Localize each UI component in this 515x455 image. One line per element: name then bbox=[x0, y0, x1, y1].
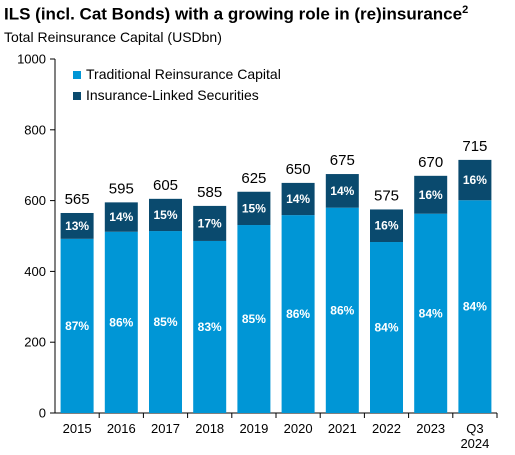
bar-traditional bbox=[414, 213, 448, 413]
bar-ils bbox=[370, 209, 403, 243]
x-tick-label-line: Q3 bbox=[466, 421, 483, 436]
bar-traditional-share-label: 86% bbox=[109, 315, 133, 329]
bar-traditional-share-label: 84% bbox=[463, 300, 487, 314]
x-tick-label-line: 2024 bbox=[460, 436, 489, 451]
bar-ils bbox=[149, 198, 182, 232]
x-tick-label: 2015 bbox=[63, 421, 92, 436]
chart-title-text: ILS (incl. Cat Bonds) with a growing rol… bbox=[4, 4, 463, 24]
bar-ils bbox=[414, 175, 448, 214]
x-tick-label: 2022 bbox=[372, 421, 401, 436]
legend-swatch bbox=[73, 92, 81, 100]
bar-total-label: 595 bbox=[109, 180, 134, 197]
bar-ils-share-label: 15% bbox=[242, 201, 266, 215]
bar-ils-share-label: 14% bbox=[286, 192, 310, 206]
bar-traditional bbox=[60, 238, 94, 413]
bar-ils bbox=[60, 212, 94, 239]
bar-traditional bbox=[104, 231, 138, 413]
bar-ils-share-label: 16% bbox=[374, 219, 398, 233]
bar-total-label: 575 bbox=[374, 187, 399, 204]
bar-ils bbox=[237, 191, 271, 226]
x-tick-label: 2019 bbox=[239, 421, 268, 436]
bar-total-label: 625 bbox=[241, 170, 266, 187]
bar-total-label: 565 bbox=[65, 191, 90, 208]
bar-ils bbox=[325, 174, 359, 208]
bar-total-label: 715 bbox=[462, 138, 487, 155]
bar-traditional-share-label: 84% bbox=[374, 321, 398, 335]
x-tick-label: 2018 bbox=[195, 421, 224, 436]
y-tick-label: 200 bbox=[24, 335, 46, 350]
bar-ils bbox=[458, 159, 492, 201]
bar-traditional-share-label: 86% bbox=[330, 303, 354, 317]
y-tick-label: 800 bbox=[24, 122, 46, 137]
bar-traditional-share-label: 85% bbox=[242, 312, 266, 326]
bar-traditional-share-label: 86% bbox=[286, 307, 310, 321]
bar-traditional-share-label: 85% bbox=[153, 315, 177, 329]
bar-ils bbox=[281, 182, 315, 216]
bar-traditional bbox=[149, 231, 182, 413]
bar-traditional-share-label: 83% bbox=[198, 320, 222, 334]
bar-ils-share-label: 13% bbox=[65, 219, 89, 233]
x-tick-label: 2021 bbox=[328, 421, 357, 436]
chart-subtitle: Total Reinsurance Capital (USDbn) bbox=[4, 29, 222, 45]
y-tick-label: 0 bbox=[39, 406, 46, 421]
x-tick-label: Q3 2024 bbox=[460, 421, 489, 451]
bar-traditional bbox=[370, 242, 403, 413]
chart-title: ILS (incl. Cat Bonds) with a growing rol… bbox=[4, 4, 468, 25]
y-tick-label: 1000 bbox=[17, 52, 46, 67]
title-footnote: 2 bbox=[462, 4, 469, 16]
x-tick-label: 2016 bbox=[107, 421, 136, 436]
legend-label: Insurance-Linked Securities bbox=[86, 87, 259, 103]
bar-traditional bbox=[325, 207, 359, 413]
bar-traditional-share-label: 87% bbox=[65, 319, 89, 333]
bar-traditional bbox=[281, 215, 315, 413]
bar-ils-share-label: 16% bbox=[419, 188, 443, 202]
legend-label: Traditional Reinsurance Capital bbox=[86, 66, 281, 82]
bar-ils bbox=[193, 205, 227, 241]
bar-total-label: 605 bbox=[153, 177, 178, 194]
bar-ils bbox=[104, 202, 138, 232]
bar-ils-share-label: 14% bbox=[109, 210, 133, 224]
bar-ils-share-label: 14% bbox=[330, 184, 354, 198]
bar-traditional bbox=[237, 225, 271, 413]
legend-swatch bbox=[73, 71, 81, 79]
bar-traditional-share-label: 84% bbox=[419, 306, 443, 320]
y-tick-label: 400 bbox=[24, 264, 46, 279]
bar-traditional bbox=[458, 200, 492, 413]
bar-ils-share-label: 17% bbox=[198, 216, 222, 230]
x-tick-label: 2020 bbox=[284, 421, 313, 436]
bar-ils-share-label: 15% bbox=[153, 208, 177, 222]
bar-total-label: 670 bbox=[418, 154, 443, 171]
bar-total-label: 675 bbox=[330, 152, 355, 169]
bar-total-label: 650 bbox=[286, 161, 311, 178]
bar-total-label: 585 bbox=[197, 184, 222, 201]
y-tick-label: 600 bbox=[24, 193, 46, 208]
bar-ils-share-label: 16% bbox=[463, 173, 487, 187]
x-tick-label: 2023 bbox=[416, 421, 445, 436]
x-tick-label: 2017 bbox=[151, 421, 180, 436]
bar-traditional bbox=[193, 240, 227, 413]
